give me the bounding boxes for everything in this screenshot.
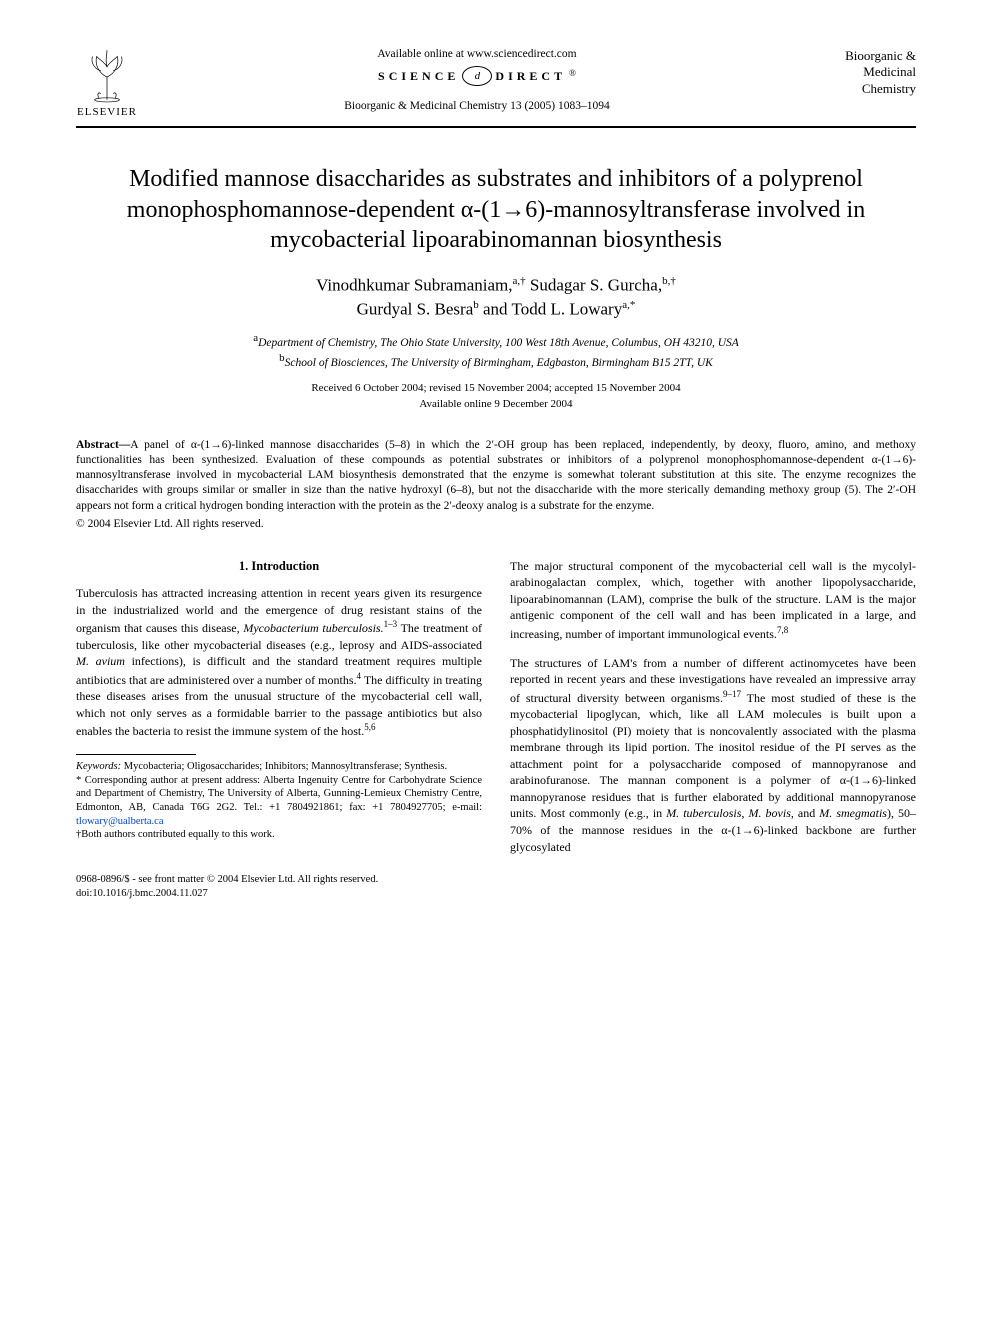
author-3: Gurdyal S. Besra <box>357 299 474 318</box>
sciencedirect-logo: SCIENCE d DIRECT ® <box>138 66 816 86</box>
corr-text: Corresponding author at present address:… <box>76 775 482 813</box>
section-heading: 1. Introduction <box>76 558 482 575</box>
affil-b: School of Biosciences, The University of… <box>285 357 713 369</box>
author-4: Todd L. Lowary <box>512 299 623 318</box>
page-header: ELSEVIER Available online at www.science… <box>76 42 916 118</box>
ref-5-6: 5,6 <box>364 722 375 732</box>
affil-a: Department of Chemistry, The Ohio State … <box>258 337 739 349</box>
front-matter-line: 0968-0896/$ - see front matter © 2004 El… <box>76 873 916 887</box>
author-1-affil: a,† <box>513 275 526 287</box>
keywords-label: Keywords: <box>76 761 121 772</box>
footnotes: Keywords: Mycobacteria; Oligosaccharides… <box>76 760 482 842</box>
journal-name-block: Bioorganic & Medicinal Chemistry <box>816 42 916 97</box>
equal-contrib-footnote: †Both authors contributed equally to thi… <box>76 828 482 842</box>
right-paragraph-2: The structures of LAM's from a number of… <box>510 655 916 856</box>
intro-paragraph-1: Tuberculosis has attracted increasing at… <box>76 585 482 740</box>
article-identifier: 0968-0896/$ - see front matter © 2004 El… <box>76 873 916 900</box>
keywords-footnote: Keywords: Mycobacteria; Oligosaccharides… <box>76 760 482 774</box>
doi-line: doi:10.1016/j.bmc.2004.11.027 <box>76 887 916 901</box>
journal-line-1: Bioorganic & <box>816 48 916 64</box>
left-column: 1. Introduction Tuberculosis has attract… <box>76 558 482 855</box>
abstract-copyright: © 2004 Elsevier Ltd. All rights reserved… <box>76 518 916 530</box>
right-column: The major structural component of the my… <box>510 558 916 855</box>
journal-line-3: Chemistry <box>816 81 916 97</box>
sd-registered: ® <box>569 68 576 78</box>
author-2: Sudagar S. Gurcha, <box>530 276 662 295</box>
header-rule-bottom <box>76 127 916 128</box>
online-date: Available online 9 December 2004 <box>76 397 916 412</box>
article-title: Modified mannose disaccharides as substr… <box>76 164 916 256</box>
footnote-rule <box>76 754 196 755</box>
corr-email-link[interactable]: tlowary@ualberta.ca <box>76 816 164 827</box>
keywords-text: Mycobacteria; Oligosaccharides; Inhibito… <box>121 761 447 772</box>
abstract-label: Abstract— <box>76 439 130 451</box>
available-online-text: Available online at www.sciencedirect.co… <box>138 48 816 60</box>
equal-text: Both authors contributed equally to this… <box>81 829 274 840</box>
abstract: Abstract—A panel of α-(1→6)-linked manno… <box>76 438 916 514</box>
right-paragraph-1: The major structural component of the my… <box>510 558 916 643</box>
publisher-logo-block: ELSEVIER <box>76 42 138 118</box>
citation-line: Bioorganic & Medicinal Chemistry 13 (200… <box>138 100 816 112</box>
author-4-affil: a,* <box>622 299 635 311</box>
corresponding-footnote: * Corresponding author at present addres… <box>76 774 482 829</box>
species-bovis: M. bovis <box>749 806 791 820</box>
elsevier-tree-icon <box>76 42 138 104</box>
body-columns: 1. Introduction Tuberculosis has attract… <box>76 558 916 855</box>
sd-science-text: SCIENCE <box>378 69 459 84</box>
article-dates: Received 6 October 2004; revised 15 Nove… <box>76 381 916 412</box>
received-date: Received 6 October 2004; revised 15 Nove… <box>76 381 916 396</box>
publisher-name: ELSEVIER <box>77 106 137 118</box>
abstract-text: A panel of α-(1→6)-linked mannose disacc… <box>76 439 916 512</box>
ref-9-17: 9–17 <box>723 689 741 699</box>
sd-direct-text: DIRECT <box>495 69 566 84</box>
sd-at-icon: d <box>462 66 492 86</box>
species-smeg: M. smegmatis <box>819 806 887 820</box>
author-1: Vinodhkumar Subramaniam, <box>316 276 512 295</box>
ref-1-3: 1–3 <box>384 619 398 629</box>
author-2-affil: b,† <box>662 275 676 287</box>
author-and: and <box>479 299 512 318</box>
header-center: Available online at www.sciencedirect.co… <box>138 42 816 112</box>
species-tb: M. tuberculosis <box>666 806 741 820</box>
author-list: Vinodhkumar Subramaniam,a,† Sudagar S. G… <box>76 274 916 321</box>
species-1: Mycobacterium tuberculosis. <box>243 621 383 635</box>
section-number: 1. <box>239 559 248 573</box>
ref-7-8: 7,8 <box>777 625 788 635</box>
affiliations: aDepartment of Chemistry, The Ohio State… <box>76 331 916 371</box>
journal-line-2: Medicinal <box>816 64 916 80</box>
section-title: Introduction <box>251 559 319 573</box>
species-2: M. avium <box>76 654 125 668</box>
